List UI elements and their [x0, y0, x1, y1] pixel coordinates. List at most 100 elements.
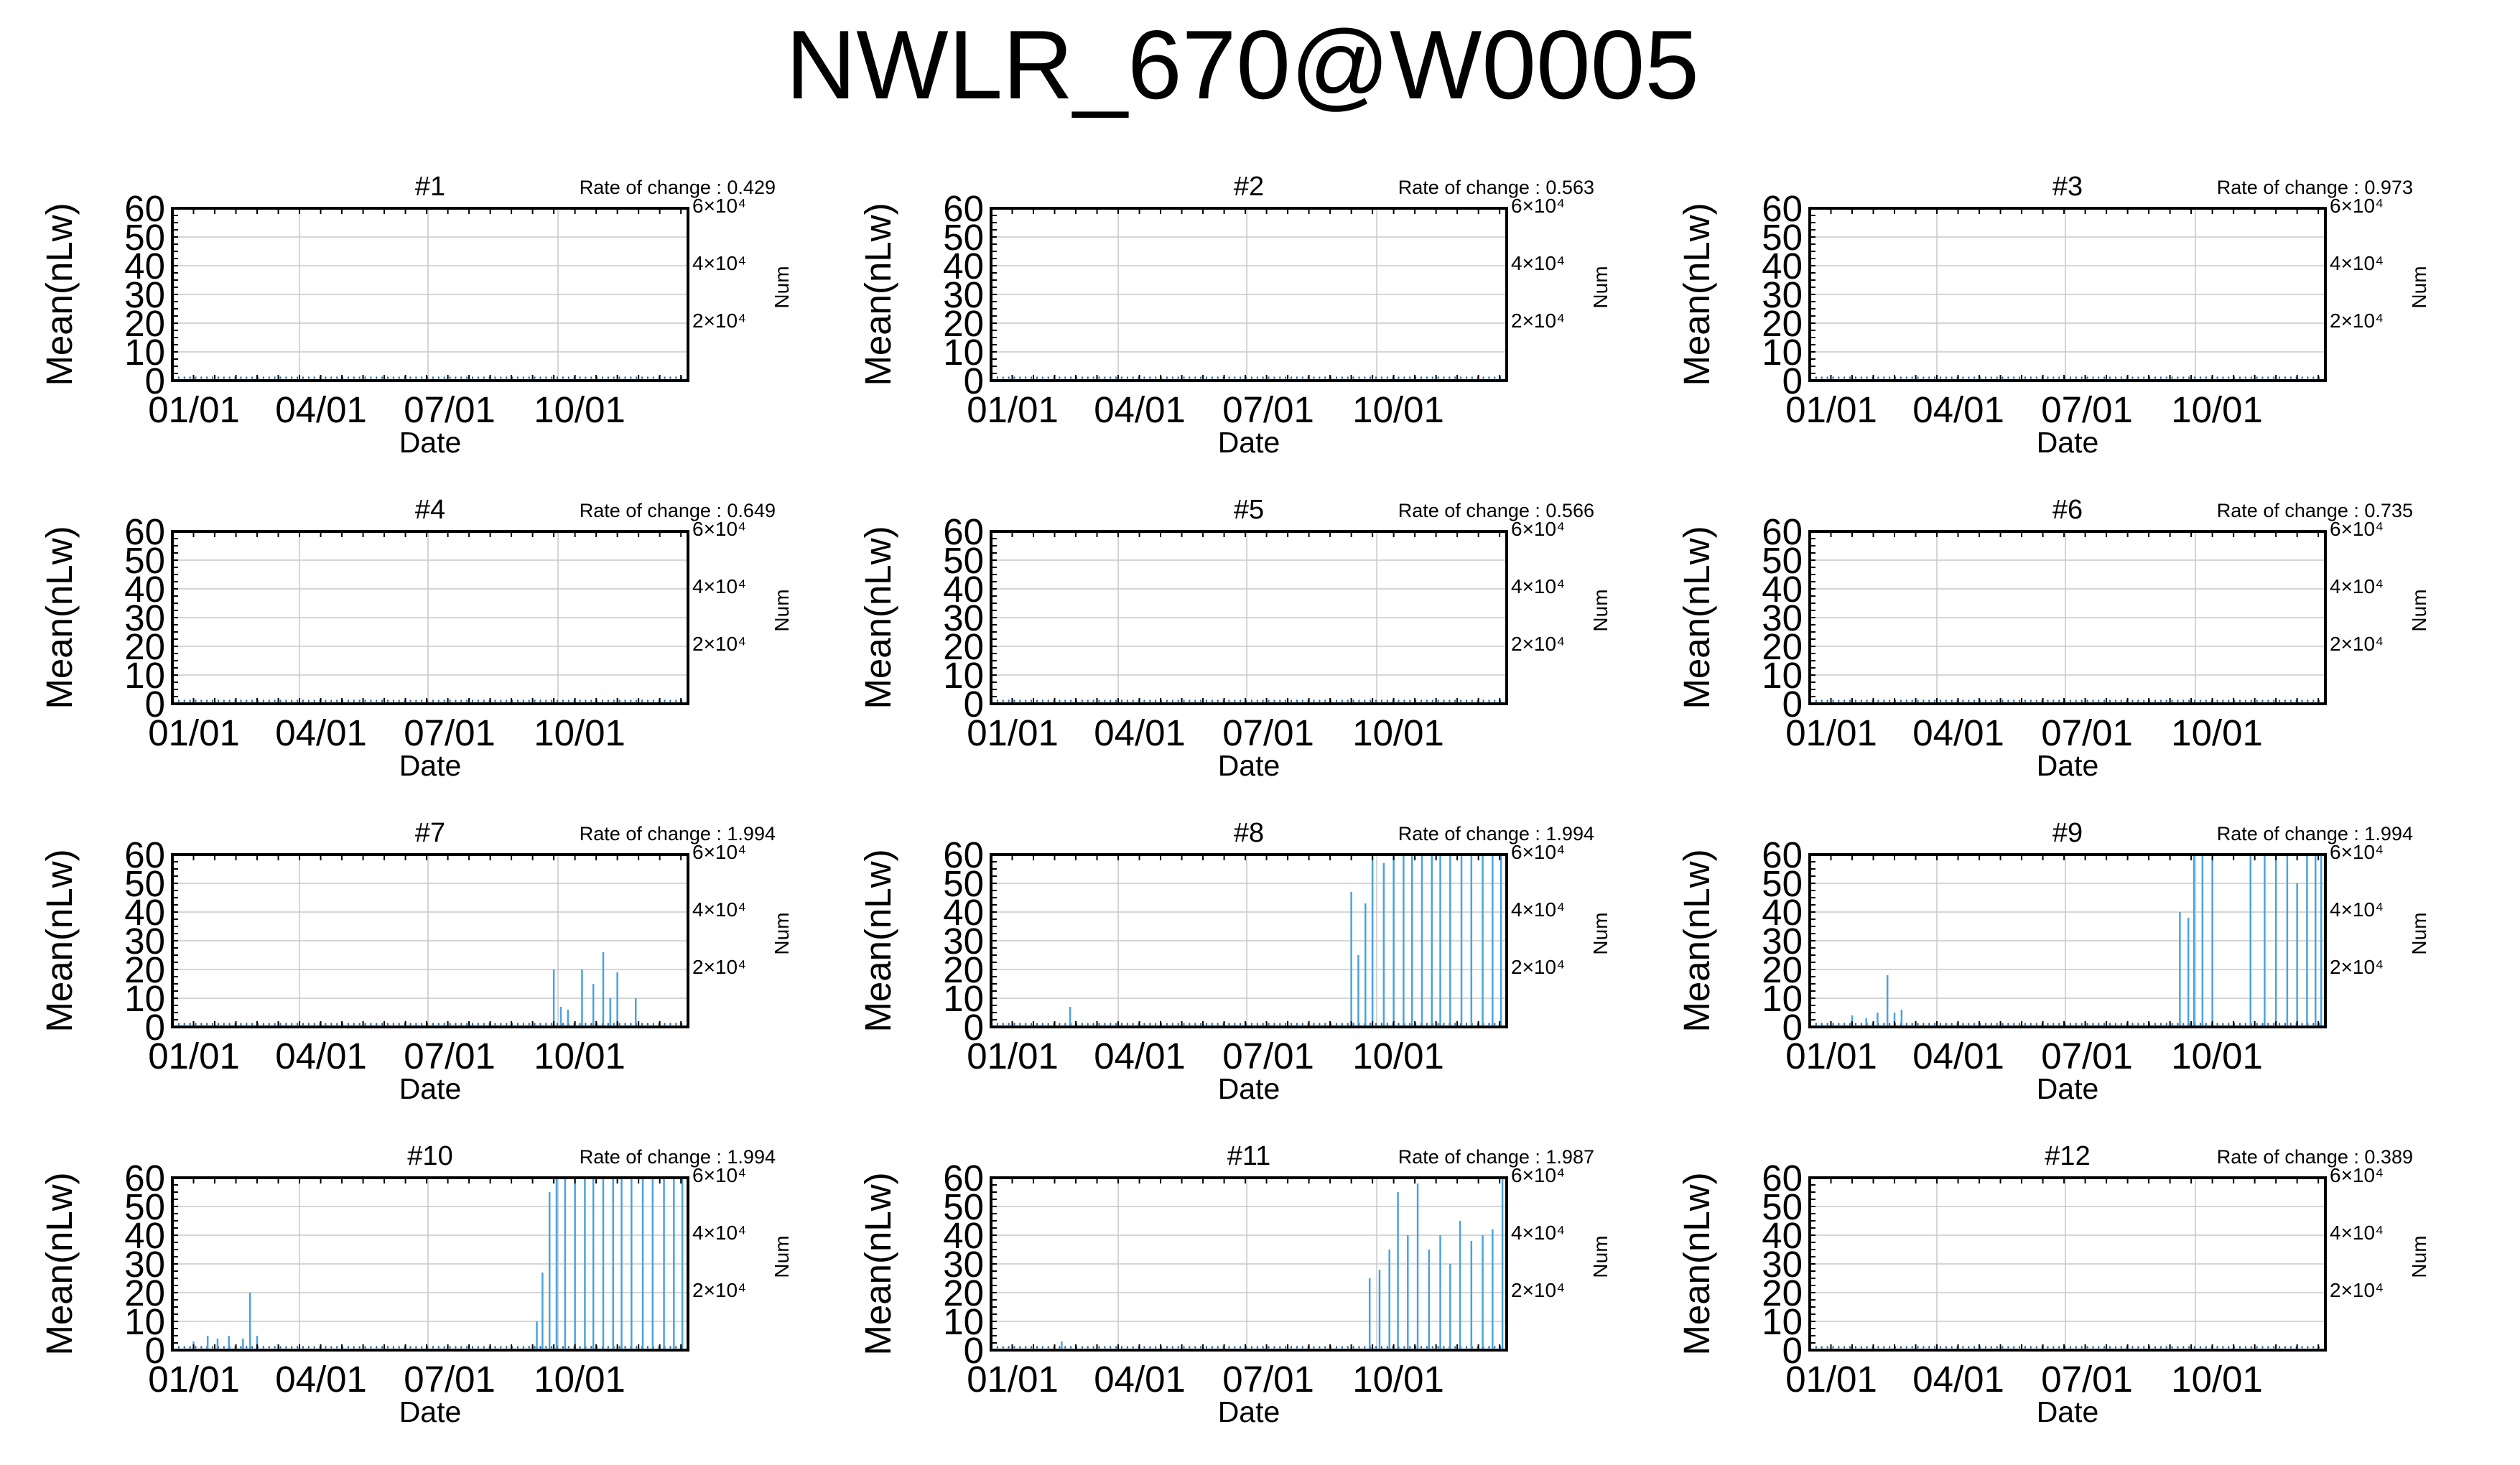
y2-tick-label: 4×10⁴	[2330, 252, 2384, 274]
y2-axis-label: Num	[1589, 266, 1612, 308]
y-tick-label: 30	[124, 1244, 165, 1285]
panel-title: #5	[1234, 495, 1264, 525]
y2-tick-label: 2×10⁴	[2330, 1279, 2384, 1301]
y-tick-label: 20	[1762, 949, 1803, 990]
x-tick-label: 04/01	[1912, 712, 2004, 753]
y-tick-label: 50	[1762, 540, 1803, 581]
x-tick-label: 04/01	[275, 1036, 367, 1076]
y-tick-label: 0	[964, 1330, 984, 1371]
gridlines	[1809, 1177, 2325, 1351]
x-tick-label: 01/01	[967, 712, 1059, 753]
x-tick-label: 07/01	[404, 1036, 496, 1076]
y-tick-label: 10	[124, 655, 165, 696]
gridlines	[1809, 208, 2325, 381]
x-tick-label: 07/01	[404, 1359, 496, 1400]
y-tick-label: 40	[124, 1215, 165, 1256]
y-tick-label: 60	[943, 188, 984, 229]
y2-tick-label: 4×10⁴	[692, 898, 746, 921]
rate-of-change-label: Rate of change : 1.994	[2217, 823, 2413, 845]
x-tick-label: 04/01	[275, 712, 367, 753]
y-axis-label: Mean(nLw)	[39, 849, 80, 1032]
chart-panel: 0 10 20 30 40 50 60 01/01 04/01 07/01 10/01 6×10⁴ 4×…	[0, 495, 840, 819]
x-tick-label: 01/01	[1785, 1036, 1877, 1076]
y-tick-label: 40	[943, 892, 984, 933]
y2-tick-label: 2×10⁴	[692, 633, 746, 655]
gridlines	[990, 854, 1507, 1028]
x-tick-label: 04/01	[1912, 1036, 2004, 1076]
y-axis-label: Mean(nLw)	[857, 203, 898, 386]
x-axis-label: Date	[2037, 426, 2099, 459]
x-tick-label: 04/01	[1912, 1359, 2004, 1400]
y2-tick-label: 6×10⁴	[2330, 841, 2384, 863]
y-tick-label: 30	[943, 1244, 984, 1285]
y-axis-label: Mean(nLw)	[857, 849, 898, 1032]
y2-tick-label: 6×10⁴	[1511, 841, 1565, 863]
y-tick-label: 50	[124, 217, 165, 258]
y2-tick-label: 4×10⁴	[1511, 1222, 1565, 1244]
y-tick-label: 40	[124, 569, 165, 610]
x-tick-label: 01/01	[148, 1359, 240, 1400]
x-tick-label: 01/01	[1785, 389, 1877, 430]
x-tick-label: 04/01	[1094, 1359, 1186, 1400]
y-tick-label: 40	[1762, 569, 1803, 610]
y-tick-label: 20	[943, 303, 984, 344]
chart-panel: 0 10 20 30 40 50 60 01/01 04/01 07/01 10/01 6×10⁴ 4×…	[1637, 1141, 2478, 1465]
y2-tick-label: 4×10⁴	[1511, 898, 1565, 921]
y-tick-label: 40	[124, 892, 165, 933]
y-tick-label: 30	[943, 921, 984, 962]
y-tick-label: 20	[124, 949, 165, 990]
gridlines	[990, 208, 1507, 381]
y2-axis-label: Num	[2408, 266, 2430, 308]
x-axis-label: Date	[1218, 1072, 1280, 1105]
x-tick-label: 04/01	[275, 1359, 367, 1400]
series	[552, 952, 637, 1027]
y2-axis-label: Num	[1589, 1235, 1612, 1278]
y2-tick-label: 6×10⁴	[1511, 195, 1565, 217]
y-tick-label: 10	[1762, 1301, 1803, 1342]
y-tick-label: 20	[124, 1273, 165, 1313]
y2-tick-label: 2×10⁴	[692, 956, 746, 978]
x-tick-label: 07/01	[1222, 712, 1314, 753]
x-tick-label: 07/01	[2041, 712, 2133, 753]
y-tick-label: 0	[1782, 361, 1803, 401]
rate-of-change-label: Rate of change : 0.429	[580, 177, 776, 198]
panel-title: #12	[2045, 1141, 2090, 1171]
axis-ticks	[172, 208, 682, 381]
x-tick-label: 07/01	[404, 389, 496, 430]
x-tick-label: 01/01	[148, 1036, 240, 1076]
y-tick-label: 60	[1762, 1158, 1803, 1199]
y-tick-label: 40	[943, 569, 984, 610]
y-tick-label: 10	[124, 332, 165, 373]
y2-tick-label: 6×10⁴	[2330, 195, 2384, 217]
panel-title: #3	[2052, 172, 2083, 202]
gridlines	[1809, 531, 2325, 704]
x-axis-label: Date	[1218, 749, 1280, 782]
axis-ticks	[990, 208, 1501, 381]
rate-of-change-label: Rate of change : 0.973	[2217, 177, 2413, 198]
y-tick-label: 50	[943, 217, 984, 258]
y2-axis-label: Num	[771, 912, 793, 954]
y2-tick-label: 4×10⁴	[1511, 575, 1565, 597]
x-tick-label: 01/01	[148, 389, 240, 430]
y-axis-label: Mean(nLw)	[1676, 1172, 1717, 1355]
x-axis-label: Date	[399, 749, 462, 782]
y-tick-label: 0	[1782, 1007, 1803, 1048]
panel-title: #6	[2052, 495, 2083, 525]
x-tick-label: 10/01	[1352, 712, 1444, 753]
chart-panel: 0 10 20 30 40 50 60 01/01 04/01 07/01 10/01 6×10⁴ 4×…	[819, 1141, 1659, 1465]
y-axis-label: Mean(nLw)	[1676, 203, 1717, 386]
y-tick-label: 50	[943, 540, 984, 581]
x-tick-label: 01/01	[1785, 1359, 1877, 1400]
y2-tick-label: 6×10⁴	[1511, 518, 1565, 540]
x-tick-label: 10/01	[2171, 1359, 2263, 1400]
axis-ticks	[1809, 1177, 2320, 1351]
rate-of-change-label: Rate of change : 1.987	[1398, 1146, 1594, 1168]
x-axis-label: Date	[399, 426, 462, 459]
y-tick-label: 0	[1782, 684, 1803, 725]
y-tick-label: 20	[124, 303, 165, 344]
